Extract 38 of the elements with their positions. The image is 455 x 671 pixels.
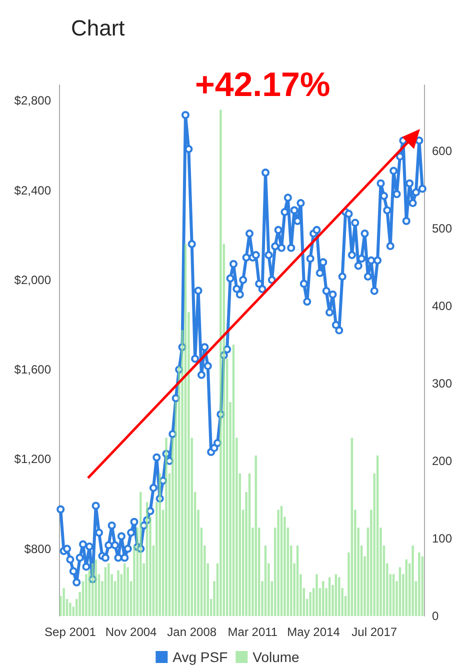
bar <box>309 592 312 616</box>
bar <box>316 574 318 616</box>
legend-label: Volume <box>252 649 300 665</box>
bar <box>328 577 331 616</box>
chart-title: Chart <box>71 16 125 40</box>
y2-tick-label: 500 <box>432 221 452 236</box>
annotation: +42.17% <box>195 66 330 104</box>
y2-tick-label: 600 <box>432 144 452 158</box>
x-tick-label: Jan 2008 <box>167 625 217 639</box>
x-tick-label: Mar 2011 <box>228 625 278 639</box>
y2-tick-label: 400 <box>432 298 452 313</box>
bar <box>418 552 420 616</box>
legend-label: Avg PSF <box>172 649 228 665</box>
y-tick-label: $2,800 <box>14 94 52 108</box>
y-tick-label: $1,600 <box>14 362 52 377</box>
bar <box>117 570 120 616</box>
bar <box>69 602 72 616</box>
bar <box>405 559 408 616</box>
x-tick-label: May 2014 <box>287 625 340 639</box>
y-tick-label: $2,000 <box>14 272 52 287</box>
y-tick-label: $800 <box>24 542 52 556</box>
bar <box>392 574 395 616</box>
bar <box>338 577 340 616</box>
bar <box>277 510 280 616</box>
y2-tick-label: 100 <box>432 531 452 546</box>
x-tick-label: Nov 2004 <box>105 625 158 639</box>
y2-tick-label: 200 <box>432 454 452 468</box>
y2-tick-label: 0 <box>432 609 439 623</box>
y-tick-label: $1,200 <box>14 452 52 466</box>
bar <box>334 574 338 616</box>
bar <box>412 545 414 616</box>
bar <box>62 588 65 616</box>
bar <box>126 567 129 616</box>
y-tick-label: $2,400 <box>14 183 52 198</box>
x-tick-label: Sep 2001 <box>44 625 96 639</box>
y2-tick-label: 300 <box>432 376 452 390</box>
bar <box>85 574 88 616</box>
x-tick-label: Jul 2017 <box>352 625 398 639</box>
